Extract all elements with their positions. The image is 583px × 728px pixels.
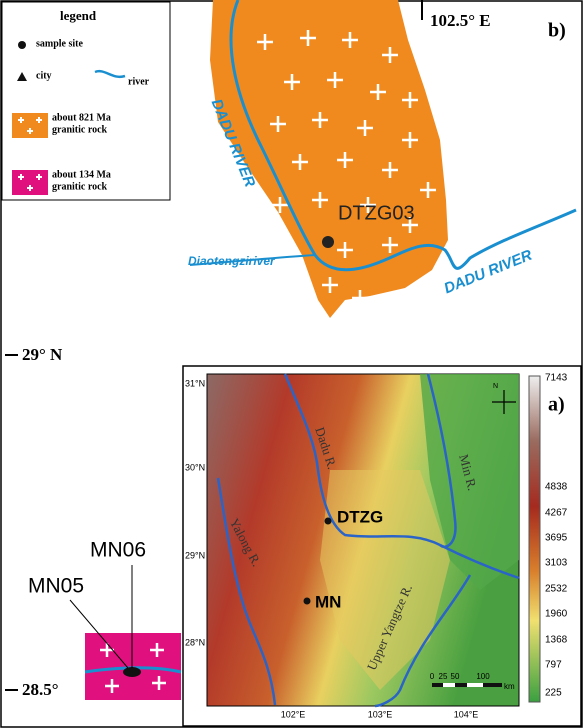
- latitude-label: 30°N: [185, 462, 205, 472]
- latitude-label: 28°N: [185, 637, 205, 647]
- cross-pattern: [257, 30, 436, 306]
- legend-item: river: [128, 76, 150, 87]
- legend-item: sample site: [36, 38, 84, 49]
- legend-symbol: [18, 41, 26, 49]
- longitude-label: 103°E: [368, 709, 393, 719]
- longitude-label: 102°E: [281, 709, 306, 719]
- cross: [272, 197, 288, 213]
- elevation-label: 2532: [545, 584, 568, 595]
- legend-title: legend: [60, 8, 97, 23]
- elevation-label: 1960: [545, 609, 568, 620]
- cross: [342, 32, 358, 48]
- cross: [382, 47, 398, 63]
- lowland: [420, 374, 519, 590]
- north-label: N: [493, 383, 498, 390]
- cross-pattern: [18, 117, 42, 134]
- cross: [357, 120, 373, 136]
- cross: [337, 242, 353, 258]
- legend-symbol: [17, 72, 27, 81]
- scale-label: 25: [439, 672, 448, 681]
- cross: [337, 152, 353, 168]
- legend-symbol: [12, 113, 48, 138]
- latitude-label: 29° N: [22, 345, 63, 364]
- site-label: DTZG: [337, 507, 383, 526]
- site-marker: [324, 517, 332, 525]
- elevation-label: 225: [545, 688, 562, 699]
- scale-label: 0: [430, 672, 435, 681]
- elevation-label: 4838: [545, 482, 568, 493]
- cross-pattern: [18, 174, 42, 191]
- scale-label: 100: [476, 672, 490, 681]
- legend-symbol: [94, 69, 126, 79]
- scale-label: 50: [451, 672, 460, 681]
- cross: [382, 162, 398, 178]
- scale-bar: [467, 683, 483, 687]
- legend-item: city: [36, 70, 52, 81]
- longitude-label: 102.5° E: [430, 11, 491, 30]
- elevation-label: 1368: [545, 635, 568, 646]
- cross: [312, 112, 328, 128]
- cross: [327, 72, 343, 88]
- elevation-label: 797: [545, 660, 562, 671]
- panel-label: a): [548, 394, 565, 416]
- cross: [322, 277, 338, 293]
- cross: [300, 30, 316, 46]
- latitude-label: 29°N: [185, 550, 205, 560]
- legend-item: about 821 Ma: [52, 112, 111, 123]
- latitude-label: 28.5°: [22, 680, 59, 699]
- cross: [402, 217, 418, 233]
- cross: [382, 237, 398, 253]
- color-bar: [528, 375, 541, 703]
- cross: [360, 197, 376, 213]
- cross: [420, 182, 436, 198]
- cross: [402, 132, 418, 148]
- cross: [402, 92, 418, 108]
- elevation-label: 3103: [545, 558, 568, 569]
- sample-label: MN06: [90, 539, 146, 562]
- legend-item: granitic rock: [52, 124, 108, 135]
- legend-item: about 134 Ma: [52, 169, 111, 180]
- panel-label: b): [548, 20, 566, 42]
- inset-rivers: [216, 373, 520, 708]
- sample-label: DTZG03: [338, 202, 415, 224]
- scale-unit: km: [504, 682, 515, 691]
- granite-821: [210, 0, 448, 318]
- cross: [397, 290, 413, 306]
- cross-pattern: [100, 643, 166, 693]
- cross: [257, 34, 273, 50]
- tributary-river: [189, 254, 316, 266]
- cross: [292, 154, 308, 170]
- cross: [352, 290, 368, 306]
- elevation-label: 4267: [545, 508, 568, 519]
- sample-label: MN05: [28, 575, 84, 598]
- sample-site: [322, 236, 334, 248]
- site-marker: [303, 597, 311, 605]
- elevation-label: 7143: [545, 373, 568, 384]
- legend-symbol: [12, 170, 48, 195]
- elevation-label: 3695: [545, 533, 568, 544]
- tributary-label: Diaotengziriver: [188, 254, 276, 268]
- dadu-river: [229, 0, 577, 272]
- river-label: DADU RIVER: [442, 247, 535, 298]
- leader-line: [69, 599, 129, 669]
- legend-box: [1, 1, 171, 201]
- foothills: [320, 470, 450, 690]
- north-arrow: [492, 390, 516, 414]
- cross: [312, 192, 328, 208]
- longitude-label: 104°E: [454, 709, 479, 719]
- sample-site: [123, 667, 141, 677]
- scale-bar: [443, 683, 455, 687]
- latitude-label: 31°N: [185, 378, 205, 388]
- legend-item: granitic rock: [52, 181, 108, 192]
- cross: [370, 84, 386, 100]
- site-label: MN: [315, 592, 341, 611]
- cross: [284, 74, 300, 90]
- cross: [270, 116, 286, 132]
